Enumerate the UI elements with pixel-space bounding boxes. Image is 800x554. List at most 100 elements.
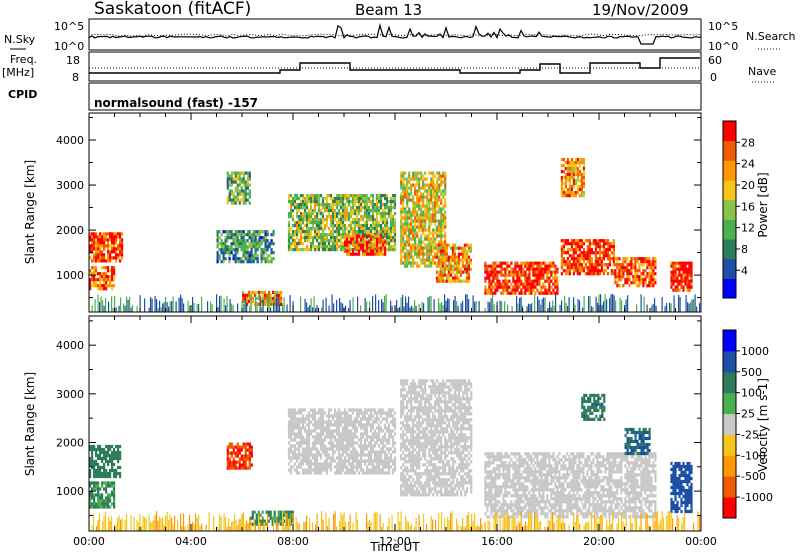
power-cell [430, 261, 433, 265]
power-cell [126, 296, 128, 312]
power-cell [524, 285, 527, 289]
power-cell [339, 239, 343, 243]
power-cell [341, 206, 345, 210]
power-cell [268, 242, 271, 246]
power-cell [432, 231, 435, 235]
freq-label-bottom: [MHz] [2, 66, 34, 79]
power-cell [107, 256, 110, 260]
power-cell [556, 267, 559, 271]
power-cell [374, 249, 377, 253]
power-cell [432, 219, 435, 223]
power-cell [258, 233, 261, 237]
power-cell [339, 206, 343, 210]
velocity-cell [361, 432, 365, 436]
power-cell [254, 251, 257, 255]
velocity-cell [391, 423, 395, 427]
power-cell [434, 252, 437, 256]
cpid-strip-frame [88, 82, 702, 111]
power-cell [414, 204, 417, 208]
velocity-cell [248, 442, 251, 446]
velocity-cell [89, 493, 92, 497]
velocity-cell [385, 459, 389, 463]
velocity-cell [369, 414, 373, 418]
power-cell [364, 237, 367, 241]
power-cell [586, 245, 589, 249]
power-cell [628, 275, 631, 279]
power-cell [568, 272, 571, 276]
power-cell [457, 267, 460, 271]
power-cell [596, 266, 599, 270]
velocity-cell [309, 468, 313, 472]
power-cell [518, 276, 521, 280]
power-cell [244, 233, 247, 237]
power-cell [400, 186, 403, 190]
velocity-cell [400, 478, 403, 482]
power-cell [442, 252, 445, 256]
velocity-cell [93, 444, 96, 449]
velocity-cell [97, 505, 100, 509]
power-cell [566, 158, 569, 162]
velocity-cell [327, 414, 331, 418]
power-cell [630, 281, 633, 285]
power-cell [232, 201, 235, 205]
power-cell [626, 257, 629, 261]
power-cell [378, 300, 380, 312]
velocity-cell [371, 423, 375, 427]
velocity-cell [313, 447, 317, 451]
power-cell [333, 239, 337, 243]
velocity-cell [339, 417, 343, 421]
velocity-cell [261, 510, 264, 514]
power-cell [442, 204, 445, 208]
power-cell [353, 224, 357, 228]
power-cell [420, 177, 423, 181]
power-cell [652, 257, 655, 261]
power-cell [289, 295, 291, 312]
power-cell [105, 281, 108, 285]
power-cell [360, 246, 363, 250]
velocity-cell [93, 484, 96, 488]
velocity-cell [393, 417, 397, 421]
power-cell [383, 203, 387, 207]
velocity-cell [244, 445, 247, 449]
power-cell [536, 270, 539, 274]
power-cell [484, 307, 486, 312]
power-cell [105, 232, 108, 236]
power-cell [381, 215, 385, 219]
velocity-cell [387, 432, 391, 436]
power-cell [385, 294, 387, 312]
power-cell [650, 272, 653, 276]
power-cell [632, 275, 635, 279]
power-cell [508, 264, 511, 268]
power-cell [408, 255, 411, 259]
power-cell [301, 206, 305, 210]
velocity-cell [375, 435, 379, 439]
power-cell [363, 200, 367, 204]
power-cell [311, 236, 315, 240]
power-cell [282, 303, 284, 312]
power-cell [634, 275, 637, 279]
power-cell [420, 219, 423, 223]
power-cell [246, 293, 249, 297]
power-cell [453, 267, 456, 271]
power-cell [410, 198, 413, 202]
velocity-cell [99, 444, 102, 449]
velocity-cell [351, 420, 355, 424]
power-cell [372, 249, 375, 253]
power-cell [457, 258, 460, 262]
power-cell [232, 242, 235, 246]
velocity-cell [387, 471, 391, 475]
power-cell [372, 237, 375, 241]
power-cell [618, 284, 621, 288]
velocity-cell [103, 487, 106, 491]
velocity-cell [295, 420, 299, 424]
power-cell [674, 264, 677, 268]
velocity-cell [109, 453, 112, 458]
power-cell [91, 278, 94, 282]
velocity-cell [404, 418, 407, 422]
power-cell [317, 245, 321, 249]
power-cell [552, 300, 554, 312]
power-cell [410, 261, 413, 265]
power-cell [447, 261, 450, 265]
power-cell [474, 301, 476, 312]
power-cell [402, 198, 405, 202]
